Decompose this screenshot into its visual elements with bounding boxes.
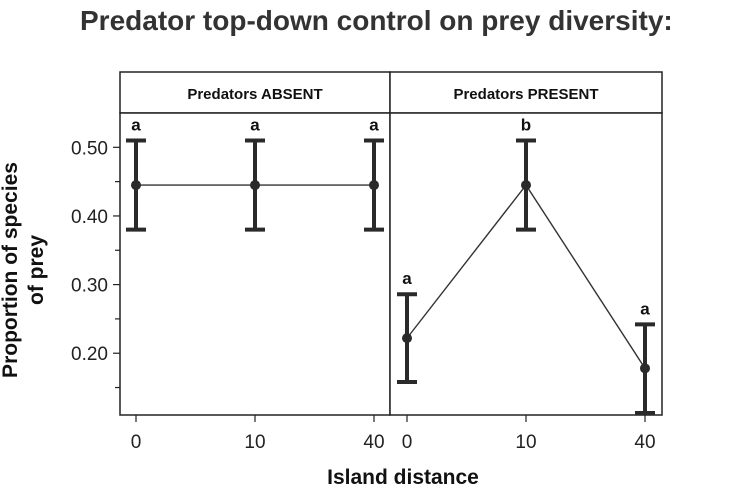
data-point-2 — [369, 180, 379, 191]
data-point-1 — [521, 180, 531, 191]
significance-label-0: a — [131, 115, 141, 134]
strip-label: Predators PRESENT — [453, 86, 598, 103]
data-point-1 — [250, 180, 260, 191]
strip-label: Predators ABSENT — [187, 86, 322, 103]
x-tick-label-2: 40 — [634, 432, 655, 453]
x-tick-label-1: 10 — [515, 432, 536, 453]
data-point-2 — [640, 363, 650, 374]
y-tick-label-2: 0.40 — [71, 207, 108, 228]
panel-predators-present: Predators PRESENT a 0 b 10 a 40 — [389, 71, 663, 453]
strip-box — [389, 71, 663, 114]
significance-label-0: a — [402, 269, 412, 288]
strip-box — [119, 71, 391, 114]
significance-label-2: a — [640, 299, 650, 318]
data-point-0 — [131, 180, 141, 191]
x-tick-label-0: 0 — [402, 432, 413, 453]
data-point-0 — [402, 333, 412, 344]
panel-predators-absent: Predators ABSENT a 0 a 10 a 40 — [119, 71, 391, 453]
significance-label-1: b — [521, 115, 531, 134]
y-axis-label: Proportion of species of prey — [0, 162, 48, 378]
significance-label-1: a — [250, 115, 260, 134]
y-axis: 0.20 0.30 0.40 0.50 — [71, 138, 120, 389]
x-tick-label-1: 10 — [244, 432, 265, 453]
y-tick-label-3: 0.50 — [71, 138, 108, 159]
x-tick-label-0: 0 — [131, 432, 142, 453]
x-tick-label-2: 40 — [363, 432, 384, 453]
significance-label-2: a — [369, 115, 379, 134]
y-axis-label-line-1: Proportion of species — [0, 162, 22, 378]
y-axis-label-line-2: of prey — [25, 235, 48, 305]
y-tick-label-1: 0.30 — [71, 276, 108, 297]
y-tick-label-0: 0.20 — [71, 344, 108, 365]
x-axis-label: Island distance — [327, 466, 479, 486]
chart-title: Predator top-down control on prey divers… — [80, 5, 673, 36]
